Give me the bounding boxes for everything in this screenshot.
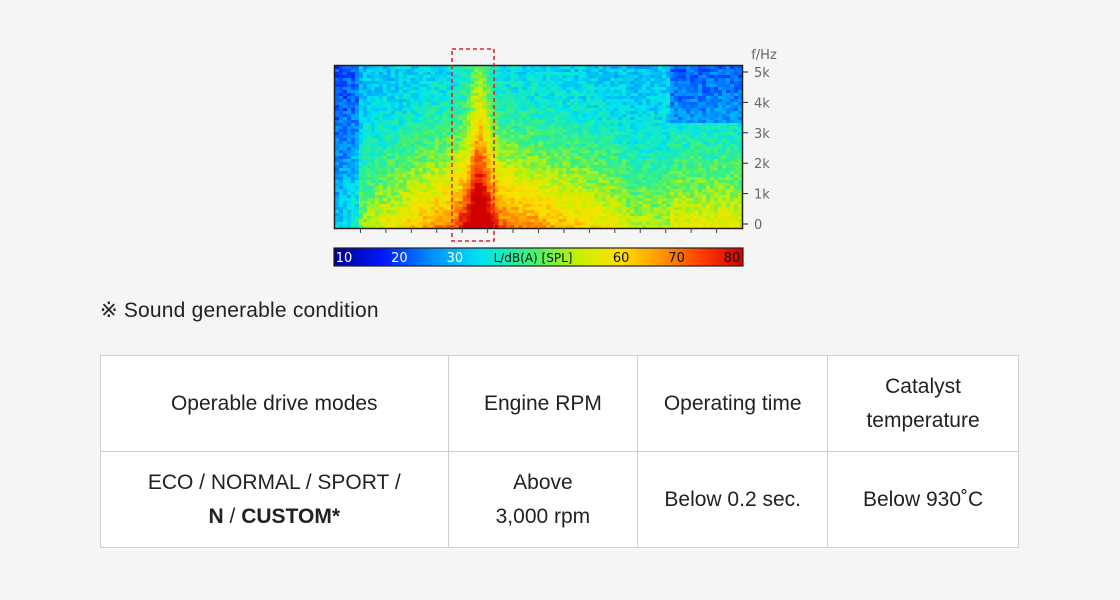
header-operating-time: Operating time bbox=[637, 355, 829, 452]
y-tick-label: 3k bbox=[754, 127, 770, 142]
heatmap-area bbox=[335, 66, 742, 228]
rpm-line2: 3,000 rpm bbox=[495, 504, 591, 528]
modes-line1: ECO / NORMAL / SPORT / bbox=[147, 470, 401, 494]
table-row: ECO / NORMAL / SPORT / N / CUSTOM* Above… bbox=[100, 451, 1019, 548]
header-drive-modes: Operable drive modes bbox=[100, 355, 449, 452]
conditions-table: Operable drive modes Engine RPM Operatin… bbox=[100, 355, 1019, 548]
mode-custom: CUSTOM* bbox=[241, 504, 340, 528]
colorbar-tick-label: 80 bbox=[724, 251, 741, 266]
y-tick-label: 2k bbox=[754, 157, 770, 172]
y-axis-label: f/Hz bbox=[751, 48, 777, 63]
colorbar-label: L/dB(A) [SPL] bbox=[494, 251, 573, 265]
colorbar-tick-label: 10 bbox=[336, 251, 353, 266]
cell-drive-modes: ECO / NORMAL / SPORT / N / CUSTOM* bbox=[100, 451, 449, 548]
mode-separator: / bbox=[223, 504, 242, 528]
note-text: ※ Sound generable condition bbox=[100, 299, 379, 322]
rpm-line1: Above bbox=[513, 470, 573, 494]
y-tick-label: 1k bbox=[754, 188, 770, 203]
header-catalyst-temperature: Catalyst temperature bbox=[827, 355, 1019, 452]
y-tick-label: 4k bbox=[754, 96, 770, 111]
colorbar-tick-label: 30 bbox=[447, 251, 464, 266]
y-tick-label: 0 bbox=[754, 218, 762, 233]
cell-engine-rpm: Above 3,000 rpm bbox=[447, 451, 639, 548]
spectrogram-chart: 0 1k 2k 3k 4k 5k f/Hz 10 20 30 60 70 80 L/dB(A) [S… bbox=[333, 48, 777, 267]
colorbar bbox=[333, 247, 744, 267]
colorbar-tick-label: 60 bbox=[613, 251, 630, 266]
x-axis-ticks bbox=[359, 228, 718, 233]
highlight-box bbox=[451, 48, 495, 242]
y-axis-ticks: 0 1k 2k 3k 4k 5k bbox=[742, 66, 770, 233]
cell-operating-time: Below 0.2 sec. bbox=[637, 451, 829, 548]
mode-n: N bbox=[208, 504, 224, 528]
header-catalyst-line2: temperature bbox=[866, 408, 980, 432]
colorbar-tick-label: 70 bbox=[668, 251, 685, 266]
header-engine-rpm: Engine RPM bbox=[447, 355, 639, 452]
header-catalyst-line1: Catalyst bbox=[885, 374, 961, 398]
colorbar-tick-label: 20 bbox=[391, 251, 408, 266]
table-header-row: Operable drive modes Engine RPM Operatin… bbox=[100, 355, 1019, 452]
y-tick-label: 5k bbox=[754, 66, 770, 81]
colorbar-ticks: 10 20 30 60 70 80 bbox=[336, 251, 741, 266]
cell-catalyst-temperature: Below 930˚C bbox=[827, 451, 1019, 548]
